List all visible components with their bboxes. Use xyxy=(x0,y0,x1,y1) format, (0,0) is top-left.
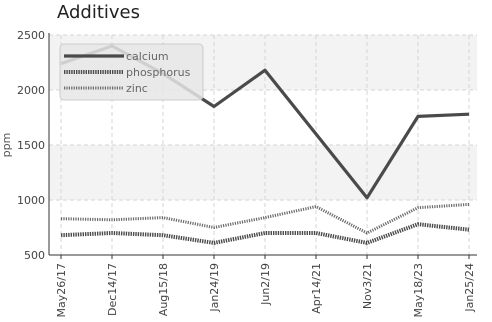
y-tick-label: 500 xyxy=(24,249,45,262)
legend-label-zinc: zinc xyxy=(126,82,148,95)
grid-band xyxy=(49,200,477,255)
y-tick-label: 2500 xyxy=(17,29,45,42)
legend-label-phosphorus: phosphorus xyxy=(126,66,191,79)
x-tick-label: Jan24/19 xyxy=(208,263,221,313)
x-tick-label: Dec14/17 xyxy=(106,263,119,316)
x-tick-label: May26/17 xyxy=(55,263,68,317)
legend-box xyxy=(59,43,204,101)
y-tick-label: 1000 xyxy=(17,194,45,207)
grid-band xyxy=(49,145,477,200)
y-tick-label: 1500 xyxy=(17,139,45,152)
x-tick-label: Jun2/19 xyxy=(259,263,272,306)
x-tick-label: May18/23 xyxy=(412,263,425,317)
x-tick-label: Aug15/18 xyxy=(157,263,170,316)
x-tick-label: Nov3/21 xyxy=(361,263,374,309)
series-line-phosphorus xyxy=(60,222,470,245)
series-line-zinc xyxy=(60,202,470,235)
y-axis-title: ppm xyxy=(0,133,13,158)
legend-label-calcium: calcium xyxy=(126,50,169,63)
y-tick-label: 2000 xyxy=(17,84,45,97)
x-tick-label: Jan25/24 xyxy=(463,263,476,313)
chart-title: Additives xyxy=(57,2,141,23)
x-tick-label: Apr14/21 xyxy=(310,263,323,314)
